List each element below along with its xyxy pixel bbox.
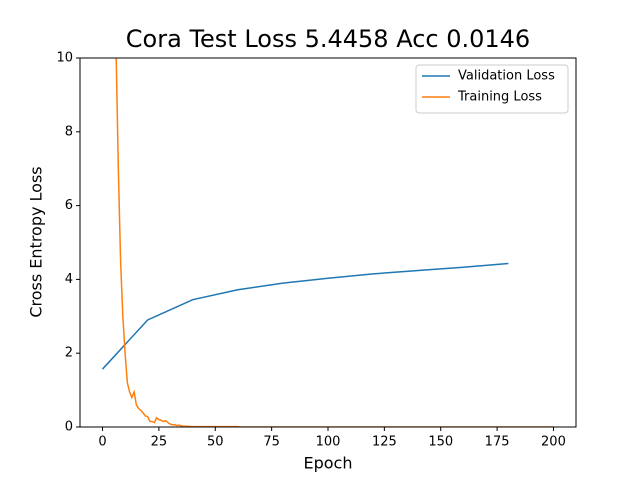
y-axis-label: Cross Entropy Loss: [27, 166, 46, 317]
x-tick-label: 100: [316, 435, 341, 450]
y-tick-label: 10: [56, 51, 73, 66]
x-tick-label: 200: [541, 435, 566, 450]
legend-label: Validation Loss: [458, 69, 555, 84]
x-tick-label: 25: [151, 435, 168, 450]
y-tick-label: 8: [65, 124, 73, 139]
x-tick-label: 125: [372, 435, 397, 450]
line-series: [101, 262, 509, 370]
x-tick-label: 150: [428, 435, 453, 450]
x-tick-label: 0: [98, 435, 106, 450]
chart-title: Cora Test Loss 5.4458 Acc 0.0146: [126, 25, 530, 53]
x-axis-label: Epoch: [304, 454, 353, 473]
y-tick-label: 0: [65, 420, 73, 435]
x-tick-label: 50: [207, 435, 224, 450]
y-tick-label: 6: [65, 198, 73, 213]
y-tick-label: 4: [65, 272, 73, 287]
legend-box: [415, 64, 569, 114]
line-series: [115, 58, 554, 427]
x-tick-label: 75: [263, 435, 280, 450]
x-tick-label: 175: [485, 435, 510, 450]
y-tick-label: 2: [65, 346, 73, 361]
legend-label: Training Loss: [457, 90, 542, 105]
plot-area: [101, 58, 554, 427]
